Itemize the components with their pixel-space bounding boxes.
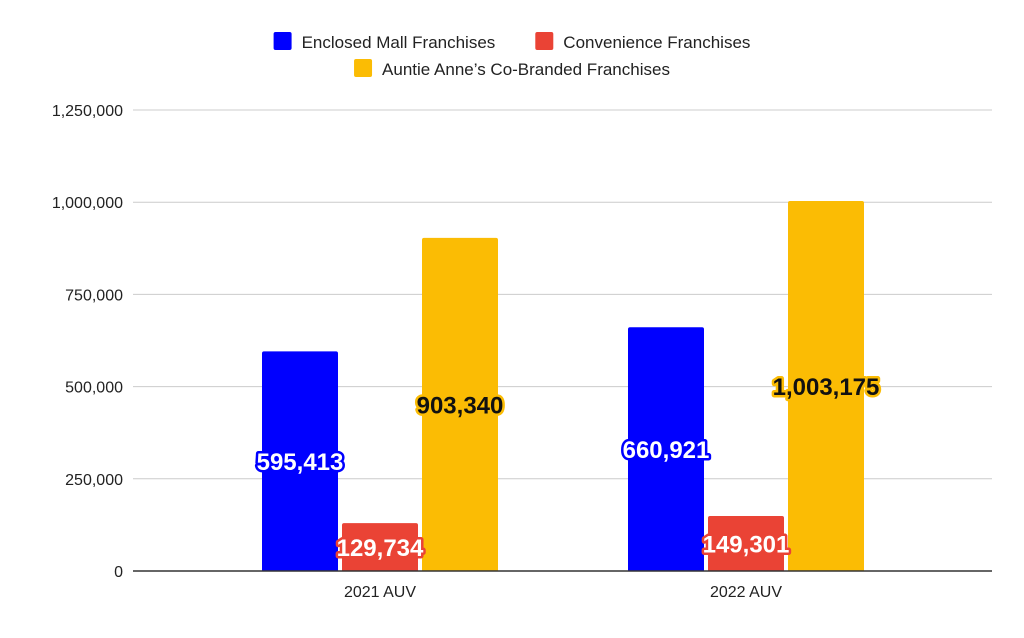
bar-enclosed-mall-franchises-2021-auv bbox=[262, 351, 338, 571]
data-label: 660,921 bbox=[623, 437, 710, 464]
bar-auntie-anne-s-co-branded-franchises-2022-auv bbox=[788, 201, 864, 571]
bar-convenience-franchises-2022-auv bbox=[708, 515, 784, 571]
legend-label: Enclosed Mall Franchises bbox=[302, 33, 496, 52]
data-labels: 595,413 129,734 903,340 660,921 149,301 1,003… bbox=[254, 372, 882, 565]
y-tick-label: 1,250,000 bbox=[52, 103, 123, 120]
y-tick-label: 750,000 bbox=[65, 287, 123, 304]
data-label: 1,003,175 bbox=[773, 374, 880, 401]
legend-item-auntie-anne-s-co-branded-franchises: Auntie Anne’s Co-Branded Franchises bbox=[354, 59, 670, 79]
y-tick-label: 500,000 bbox=[65, 380, 123, 397]
legend-swatch bbox=[273, 32, 292, 50]
x-tick-label: 2021 AUV bbox=[344, 584, 416, 601]
y-tick-label: 0 bbox=[114, 564, 123, 581]
y-tick-label: 1,000,000 bbox=[52, 195, 123, 212]
bar-convenience-franchises-2021-auv bbox=[342, 523, 418, 571]
y-tick-label: 250,000 bbox=[65, 472, 123, 489]
data-label: 595,413 bbox=[257, 449, 344, 476]
legend-swatch bbox=[354, 59, 373, 77]
data-label: 149,301 bbox=[703, 531, 790, 558]
bar-auntie-anne-s-co-branded-franchises-2021-auv bbox=[422, 237, 498, 571]
data-label: 129,734 bbox=[337, 535, 424, 562]
legend-label: Convenience Franchises bbox=[563, 33, 750, 52]
legend-label: Auntie Anne’s Co-Branded Franchises bbox=[382, 60, 670, 79]
bars bbox=[262, 201, 864, 571]
legend-swatch bbox=[535, 32, 554, 50]
axes: 0 250,000 500,000 750,000 1,000,000 1,250,000… bbox=[52, 103, 992, 601]
legend: Enclosed Mall Franchises Convenience Fran… bbox=[273, 32, 750, 79]
legend-item-convenience-franchises: Convenience Franchises bbox=[535, 32, 750, 52]
x-tick-label: 2022 AUV bbox=[710, 584, 782, 601]
bar-enclosed-mall-franchises-2022-auv bbox=[628, 327, 704, 571]
legend-item-enclosed-mall-franchises: Enclosed Mall Franchises bbox=[273, 32, 496, 52]
data-label: 903,340 bbox=[417, 392, 504, 419]
